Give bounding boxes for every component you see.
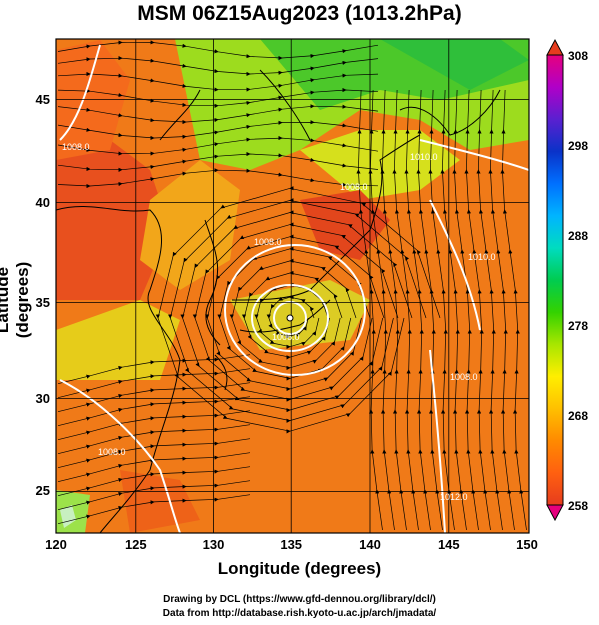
colorbar-tick: 258 [568,499,588,513]
streamline [57,104,379,125]
streamline [57,494,251,525]
colorbar-tick: 298 [568,139,588,153]
x-tick-label: 150 [516,537,538,552]
temperature-field [56,39,529,533]
x-tick-labels: 120 125 130 135 140 145 150 [45,537,538,552]
colorbar: 308 298 288 278 268 258 [546,38,588,522]
x-tick-label: 120 [45,537,67,552]
streamline [57,168,379,189]
x-tick-label: 145 [438,537,460,552]
contour-label: 1012.0 [440,492,468,502]
credit-data: Data from http://database.rish.kyoto-u.a… [162,608,437,619]
colorbar-max-arrow [546,38,564,56]
colorbar-tick: 308 [568,49,588,63]
colorbar-tick: 288 [568,229,588,243]
x-axis-label: Longitude (degrees) [217,559,382,578]
contour-label: 1008.0 [254,237,282,247]
y-tick-label: 35 [36,295,50,310]
lat-lon-grid [56,39,529,533]
streamline [500,89,527,531]
streamline [57,40,379,61]
chart-title: MSM 06Z15Aug2023 (1013.2hPa) [137,2,462,25]
contour-label: 1010.0 [410,152,438,162]
colorbar-min-arrow [546,504,564,522]
x-tick-label: 135 [280,537,302,552]
y-axis-label: Latitude (degrees) [0,261,32,339]
contour-label: 1008.0 [98,447,126,457]
contour-labels: 1008.0 1008.0 1008.0 1006.0 1010.0 1008.… [62,142,496,502]
credit-drawing: Drawing by DCL (https://www.gfd-dennou.o… [163,594,436,605]
y-tick-label: 30 [36,391,50,406]
contour-label: 1010.0 [468,252,496,262]
colorbar-tick: 278 [568,319,588,333]
contour-label: 1008.0 [450,372,478,382]
colorbar-tick: 268 [568,409,588,423]
x-tick-label: 140 [359,537,381,552]
y-tick-label: 25 [36,483,50,498]
x-tick-label: 130 [203,537,225,552]
streamline [57,55,379,77]
y-tick-label: 40 [36,195,50,210]
typhoon-center-marker [286,314,294,322]
contour-label: 1006.0 [272,332,300,342]
contour-label: 1008.0 [340,182,368,192]
isobars [59,44,529,533]
plot-frame [55,38,530,534]
contour-label: 1008.0 [62,142,90,152]
y-tick-label: 45 [36,92,50,107]
x-tick-label: 125 [125,537,147,552]
streamline [57,120,379,141]
y-tick-labels: 25 30 35 40 45 [36,92,50,498]
wind-streamlines [57,40,527,531]
